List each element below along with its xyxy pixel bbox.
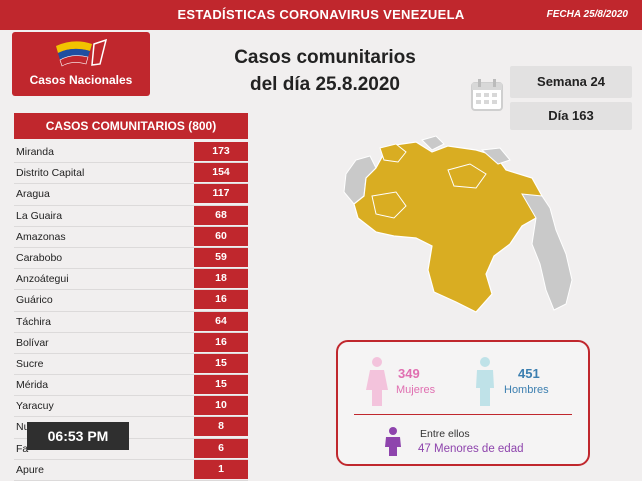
state-name: Distrito Capital [16,167,85,180]
state-name: Fa [16,442,29,455]
table-row: Bolívar 16 [14,332,248,354]
logo-label: Casos Nacionales [29,73,133,87]
men-label: Hombres [504,384,549,396]
table-row: Apure 1 [14,459,248,481]
table-row: Yaracuy 10 [14,396,248,418]
case-count: 64 [194,311,248,331]
week-badge: Semana 24 [510,66,632,98]
case-count: 16 [194,290,248,310]
state-name: Carabobo [16,251,63,264]
venezuela-map [343,135,573,313]
header-title: ESTADÍSTICAS CORONAVIRUS VENEZUELA [177,7,465,22]
clock-overlay: 06:53 PM [27,422,129,450]
case-count: 117 [194,184,248,204]
case-count: 173 [194,142,248,161]
table-row: Sucre 15 [14,353,248,376]
man-icon [476,357,494,406]
state-name: Miranda [16,146,54,158]
case-count: 15 [194,375,248,395]
page-title-line1: Casos comunitarios [234,47,416,68]
case-count: 15 [194,353,248,373]
case-count: 6 [194,438,248,458]
table-header: CASOS COMUNITARIOS (800) [14,113,248,139]
case-count: 68 [194,205,248,225]
calendar-icon [471,79,503,111]
state-name: Yaracuy [16,400,54,413]
case-count: 18 [194,269,248,289]
header-date: FECHA 25/8/2020 [546,9,628,20]
table-row: Fa 6 [14,438,248,460]
state-name: Bolívar [16,336,49,349]
state-name: Amazonas [16,230,66,243]
woman-icon [366,357,388,406]
child-icon [385,427,401,456]
table-row: Miranda 173 [14,142,248,164]
state-name: Apure [16,463,45,476]
table-row: Anzoátegui 18 [14,269,248,291]
header-bar: ESTADÍSTICAS CORONAVIRUS VENEZUELA FECHA… [0,0,642,30]
panel-divider [354,414,572,415]
page-title: Casos comunitarios del día 25.8.2020 [225,44,425,98]
state-name: Mérida [16,379,49,392]
case-count: 59 [194,247,248,267]
case-count: 60 [194,226,248,246]
table-row: Táchira 64 [14,311,248,333]
day-badge: Día 163 [510,102,632,130]
women-label: Mujeres [396,384,436,396]
state-name: Aragua [16,188,50,201]
table-row: Guárico 16 [14,290,248,312]
men-count: 451 [518,366,540,381]
case-count: 8 [194,417,248,437]
table-row: La Guaira 68 [14,205,248,227]
cases-table: Miranda 173 Distrito Capital 154 Aragua 117 La… [14,142,248,481]
table-row: Mérida 15 [14,375,248,397]
case-count: 10 [194,396,248,416]
state-name: Táchira [16,315,52,328]
among-label: Entre ellos [420,428,470,440]
page-title-line2: del día 25.8.2020 [250,74,400,95]
gender-panel: 349 Mujeres 451 Hombres Entre ellos 47 M… [336,340,590,466]
minors-label: 47 Menores de edad [418,443,524,455]
table-row: Amazonas 60 [14,226,248,248]
venezuela-flag-icon [56,38,108,67]
state-name: Anzoátegui [16,273,69,286]
case-count: 154 [194,163,248,183]
state-name: La Guaira [16,209,63,222]
casos-nacionales-logo: Casos Nacionales [12,32,150,96]
women-count: 349 [398,366,420,381]
table-row: Distrito Capital 154 [14,163,248,185]
case-count: 1 [194,459,248,479]
table-row: Carabobo 59 [14,247,248,270]
table-row: Aragua 117 [14,184,248,206]
state-name: Sucre [16,357,44,370]
case-count: 16 [194,332,248,352]
state-name: Guárico [16,294,53,307]
